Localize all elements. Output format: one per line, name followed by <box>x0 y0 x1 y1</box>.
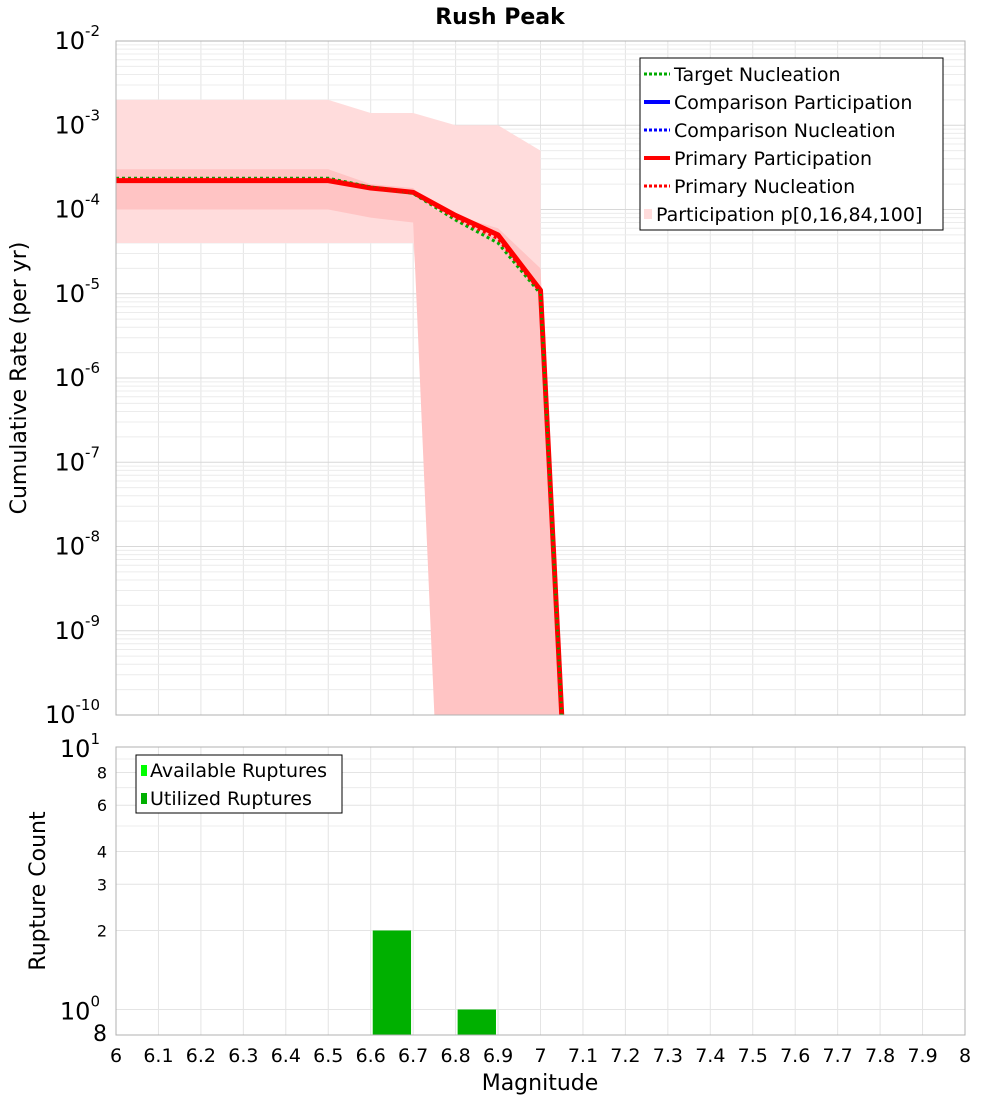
x-tick-label: 6 <box>110 1045 122 1067</box>
legend-label: Participation p[0,16,84,100] <box>656 204 922 226</box>
top-plot-border <box>115 40 966 716</box>
series-line-2 <box>116 177 564 716</box>
bottom-y-tick-label: 3 <box>97 875 107 894</box>
top-y-tick-label: 10-8 <box>54 528 100 561</box>
top-y-tick-label: 10-10 <box>45 696 100 729</box>
top-y-tick-base: 10 <box>54 27 85 55</box>
x-tick-label: 6.6 <box>356 1045 386 1067</box>
x-axis-label: Magnitude <box>482 1071 599 1096</box>
legend-label: Utilized Ruptures <box>150 788 312 810</box>
top-y-tick-exp: -8 <box>85 528 100 546</box>
legend-label: Primary Nucleation <box>674 176 855 198</box>
legend-label: Comparison Nucleation <box>674 120 896 142</box>
x-tick-label: 8 <box>959 1045 971 1067</box>
legend-label: Comparison Participation <box>674 92 912 114</box>
top-y-tick-exp: -10 <box>76 696 101 714</box>
x-tick-label: 7.1 <box>568 1045 598 1067</box>
top-y-tick-exp: -2 <box>85 22 100 40</box>
top-y-tick-base: 10 <box>54 196 85 224</box>
top-y-tick-base: 10 <box>54 448 85 476</box>
bar-1-1 <box>457 1009 496 1035</box>
top-y-tick-label: 10-4 <box>54 191 100 224</box>
top-y-tick-exp: -9 <box>85 612 100 630</box>
x-tick-label: 7.4 <box>695 1045 725 1067</box>
top-y-tick-label: 10-3 <box>54 106 100 139</box>
x-tick-label: 6.9 <box>483 1045 513 1067</box>
top-lines <box>116 176 565 716</box>
top-y-tick-exp: -3 <box>85 106 100 124</box>
chart-title: Rush Peak <box>435 5 566 30</box>
top-bands <box>116 99 562 715</box>
bottom-x-ticks: 6 6.1 6.2 6.3 6.4 6.5 6.6 6.7 6.8 6.9 7 7.1 7.2 7.3 7.… <box>110 1045 971 1067</box>
x-tick-label: 7.5 <box>738 1045 768 1067</box>
top-legend: Target Nucleation Comparison Participatio… <box>639 57 944 231</box>
legend-label: Primary Participation <box>674 148 872 170</box>
top-y-tick-base: 10 <box>54 533 85 561</box>
series-line-0 <box>116 178 565 716</box>
bottom-y-tick-exp: 1 <box>90 730 100 748</box>
bottom-bars <box>372 930 496 1035</box>
x-tick-label: 7.8 <box>865 1045 895 1067</box>
top-y-tick-exp: -6 <box>85 359 100 377</box>
bottom-y-tick-label: 8 <box>97 763 107 782</box>
top-y-tick-label: 10-6 <box>54 359 100 392</box>
bottom-legend: Available Ruptures Utilized Ruptures <box>135 754 343 814</box>
top-y-tick-label: 10-2 <box>54 22 100 55</box>
bottom-y-tick-label: 4 <box>97 842 107 861</box>
x-tick-label: 6.1 <box>143 1045 173 1067</box>
top-y-tick-exp: -7 <box>85 443 100 461</box>
bottom-legend-box <box>135 754 343 814</box>
series-line-1 <box>116 176 564 716</box>
bottom-y-tick-label: 2 <box>97 922 107 941</box>
x-tick-label: 7.9 <box>907 1045 937 1067</box>
bottom-y-tick-label: 100 <box>60 993 100 1026</box>
top-y-tick-label: 10-7 <box>54 443 100 476</box>
percentile-band-1 <box>116 169 562 715</box>
x-tick-label: 7.7 <box>823 1045 853 1067</box>
bottom-y-axis-label: Rupture Count <box>26 811 51 971</box>
top-plot: 10-210-310-410-510-610-710-810-910-10 Cu… <box>7 22 966 729</box>
top-y-tick-exp: -5 <box>85 275 100 293</box>
x-tick-label: 6.7 <box>398 1045 428 1067</box>
bar-1-0 <box>372 930 412 1035</box>
legend-swatch <box>141 765 147 776</box>
bottom-plot-border <box>115 746 966 1036</box>
x-tick-label: 6.3 <box>228 1045 258 1067</box>
legend-label: Available Ruptures <box>150 760 327 782</box>
top-y-axis-label: Cumulative Rate (per yr) <box>7 242 32 515</box>
top-y-tick-base: 10 <box>54 111 85 139</box>
legend-label: Target Nucleation <box>673 64 841 86</box>
legend-swatch <box>141 793 147 804</box>
bottom-y-tick-base: 10 <box>60 998 91 1026</box>
bottom-y-tick-base: 10 <box>60 735 91 763</box>
top-y-tick-base: 10 <box>45 701 76 729</box>
x-tick-label: 6.8 <box>440 1045 470 1067</box>
top-y-tick-base: 10 <box>54 364 85 392</box>
bottom-y-tick-label: 8 <box>93 1022 107 1047</box>
x-tick-label: 7.6 <box>780 1045 810 1067</box>
legend-swatch <box>644 209 652 219</box>
x-tick-label: 6.5 <box>313 1045 343 1067</box>
top-y-tick-label: 10-5 <box>54 275 100 308</box>
top-y-ticks: 10-210-310-410-510-610-710-810-910-10 <box>45 22 100 729</box>
x-tick-label: 6.2 <box>186 1045 216 1067</box>
x-tick-label: 7.3 <box>653 1045 683 1067</box>
bottom-y-tick-label: 101 <box>60 730 100 763</box>
top-y-tick-base: 10 <box>54 617 85 645</box>
x-tick-label: 6.4 <box>271 1045 301 1067</box>
top-y-tick-exp: -4 <box>85 191 100 209</box>
top-y-tick-base: 10 <box>54 280 85 308</box>
x-tick-label: 7.2 <box>610 1045 640 1067</box>
bottom-y-tick-label: 6 <box>97 796 107 815</box>
bottom-y-tick-exp: 0 <box>90 993 100 1011</box>
top-y-tick-label: 10-9 <box>54 612 100 645</box>
top-legend-box <box>639 57 944 231</box>
x-tick-label: 7 <box>534 1045 546 1067</box>
